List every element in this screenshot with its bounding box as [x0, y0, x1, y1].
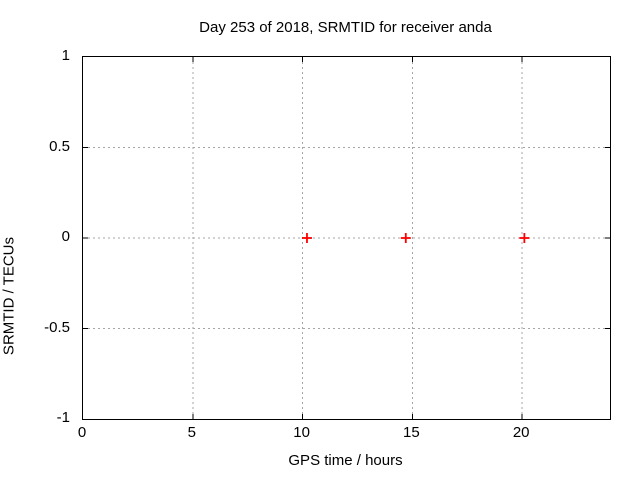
x-tick-label: 10	[293, 424, 310, 441]
y-tick-label: 0	[61, 228, 70, 245]
y-tick-label: -0.5	[44, 318, 70, 336]
plot-canvas	[83, 57, 610, 419]
x-tick-label: 0	[77, 424, 87, 441]
y-tick-label: -1	[56, 409, 70, 426]
chart-title: Day 253 of 2018, SRMTID for receiver and…	[199, 19, 492, 36]
plot-area	[82, 56, 611, 420]
x-tick-label: 15	[403, 424, 420, 441]
x-axis-title: GPS time / hours	[288, 452, 403, 469]
y-tick-label: 0.5	[49, 137, 70, 155]
x-tick-label: 5	[187, 424, 196, 441]
x-tick-label: 20	[512, 424, 530, 441]
y-tick-label: 1	[61, 47, 70, 64]
y-axis-title-text: SRMTID / TECUs	[0, 237, 17, 356]
